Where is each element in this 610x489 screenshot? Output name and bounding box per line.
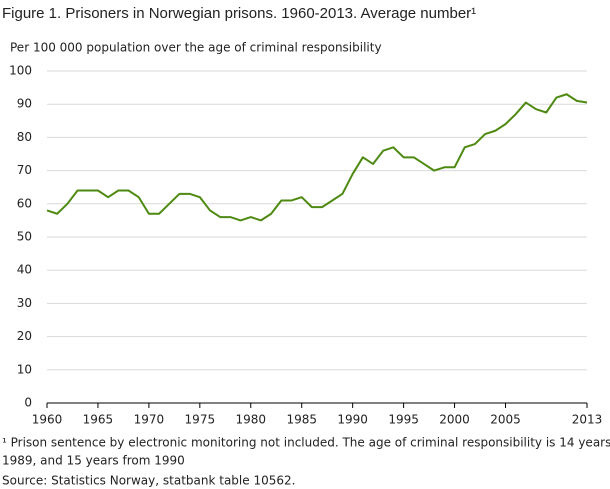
y-axis-label: Per 100 000 population over the age of c… bbox=[10, 41, 382, 55]
source: Source: Statistics Norway, statbank tabl… bbox=[2, 474, 295, 488]
y-tick-label: 60 bbox=[17, 196, 32, 210]
y-tick-label: 90 bbox=[17, 97, 32, 111]
x-tick-label: 1990 bbox=[337, 413, 368, 427]
y-tick-label: 0 bbox=[24, 396, 32, 410]
x-tick-label: 1985 bbox=[286, 413, 317, 427]
data-line bbox=[46, 93, 588, 222]
y-tick-label: 50 bbox=[17, 230, 32, 244]
x-tick-label: 1965 bbox=[83, 413, 114, 427]
y-tick-label: 100 bbox=[9, 64, 32, 78]
x-tick-label: 2000 bbox=[439, 413, 470, 427]
footnote: ¹ Prison sentence by electronic monitori… bbox=[2, 436, 610, 450]
y-tick-label: 70 bbox=[17, 163, 32, 177]
x-tick-label: 1975 bbox=[185, 413, 216, 427]
footnote: 1989, and 15 years from 1990 bbox=[2, 454, 185, 468]
y-tick-label: 40 bbox=[17, 263, 32, 277]
x-tick-label: 1995 bbox=[388, 413, 419, 427]
x-tick-label: 1970 bbox=[134, 413, 165, 427]
x-tick-label: 1980 bbox=[236, 413, 267, 427]
y-tick-label: 20 bbox=[17, 329, 32, 343]
y-tick-label: 30 bbox=[17, 296, 32, 310]
x-tick-label: 2005 bbox=[490, 413, 521, 427]
y-tick-label: 80 bbox=[17, 130, 32, 144]
y-tick-label: 10 bbox=[17, 362, 32, 376]
chart-title: Figure 1. Prisoners in Norwegian prisons… bbox=[2, 5, 476, 22]
x-tick-label: 2013 bbox=[572, 413, 603, 427]
x-tick-label: 1960 bbox=[32, 413, 63, 427]
